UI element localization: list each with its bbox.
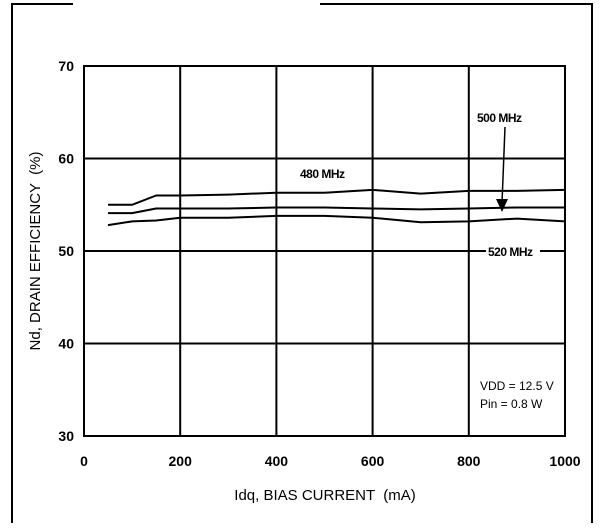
x-tick-labels: 0 200 400 600 800 1000	[80, 453, 581, 469]
arrow-500-head	[496, 199, 508, 212]
x-tick-0: 0	[80, 453, 88, 469]
x-tick-600: 600	[361, 453, 385, 469]
label-520mhz: 520 MHz	[488, 245, 533, 259]
x-axis-label: Idq, BIAS CURRENT (mA)	[234, 487, 415, 504]
label-500mhz: 500 MHz	[477, 111, 522, 125]
outer-frame-right	[320, 3, 593, 523]
y-tick-40: 40	[58, 336, 74, 352]
y-tick-labels: 30 40 50 60 70	[58, 58, 74, 444]
outer-frame-left	[11, 3, 73, 523]
label-480-bg	[295, 164, 355, 182]
series-line-500mhz	[108, 206, 565, 215]
series-group	[107, 188, 566, 227]
conditions-bg	[475, 374, 560, 414]
x-tick-200: 200	[169, 453, 193, 469]
x-tick-800: 800	[457, 453, 481, 469]
series-line-480mhz	[108, 188, 566, 206]
condition-pin: Pin = 0.8 W	[480, 397, 543, 411]
series-line-520mhz	[107, 214, 566, 227]
label-520-bg	[486, 243, 540, 259]
y-axis-label: Nd, DRAIN EFFICIENCY (%)	[27, 152, 44, 351]
plot-area	[83, 65, 566, 437]
x-tick-1000: 1000	[549, 453, 580, 469]
label-500-bg	[472, 108, 536, 126]
arrow-500-shaft	[501, 126, 506, 204]
y-tick-60: 60	[58, 151, 74, 167]
label-480mhz: 480 MHz	[300, 167, 345, 181]
condition-vdd: VDD = 12.5 V	[480, 379, 554, 393]
y-tick-70: 70	[58, 58, 74, 74]
y-tick-30: 30	[58, 428, 74, 444]
y-tick-50: 50	[58, 243, 74, 259]
x-tick-400: 400	[265, 453, 289, 469]
